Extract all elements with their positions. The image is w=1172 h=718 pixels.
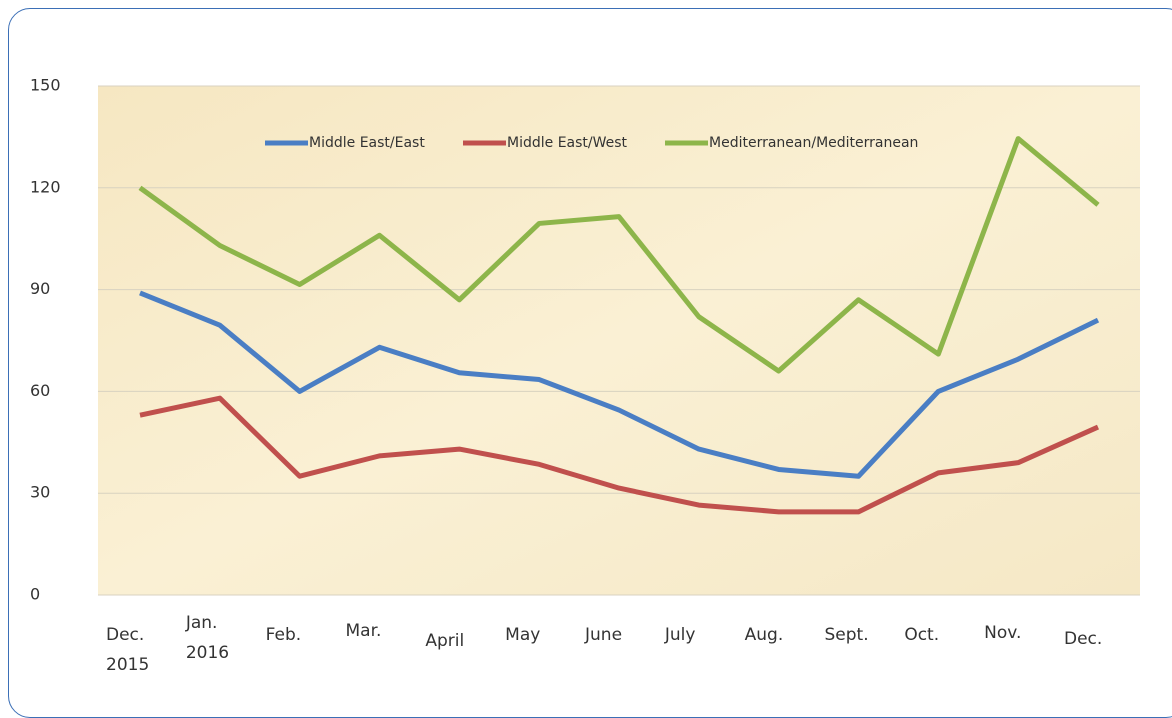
x-tick-label: Dec. 2015: [106, 625, 150, 675]
page: 0 30 60 90 120 150 Middle East/East Middle East…: [8, 8, 1172, 718]
legend-label: Middle East/West: [507, 135, 628, 151]
legend-label: Mediterranean/Mediterranean: [709, 135, 918, 151]
x-tick-label: June: [585, 625, 623, 645]
x-tick-label: Jan. 2016: [185, 613, 230, 663]
x-tick-label: Sept.: [824, 625, 869, 645]
x-tick-label: April: [425, 631, 465, 651]
y-tick-label: 0: [30, 585, 40, 604]
x-tick-label: Oct.: [904, 625, 940, 645]
plot-area: [98, 86, 1140, 595]
y-tick-label: 30: [30, 483, 50, 502]
line-series: [139, 290, 1100, 479]
y-tick-label: 60: [30, 381, 50, 400]
legend-label: Middle East/East: [309, 135, 425, 151]
x-tick-label: Aug.: [744, 625, 784, 645]
line-series: [139, 395, 1100, 515]
chart: 0 30 60 90 120 150 Middle East/East Middle East…: [30, 76, 1140, 604]
y-tick-label: 90: [30, 279, 50, 298]
x-tick-label: Dec.: [1064, 629, 1103, 649]
x-tick-label: May: [505, 625, 541, 645]
line-series: [138, 136, 1100, 374]
y-tick-label: 120: [30, 177, 61, 196]
x-tick-label: July: [664, 625, 696, 645]
x-tick-label: Mar.: [345, 621, 382, 641]
x-tick-label: Feb.: [265, 625, 302, 645]
y-tick-label: 150: [30, 76, 61, 95]
x-tick-label: Nov.: [984, 623, 1022, 643]
